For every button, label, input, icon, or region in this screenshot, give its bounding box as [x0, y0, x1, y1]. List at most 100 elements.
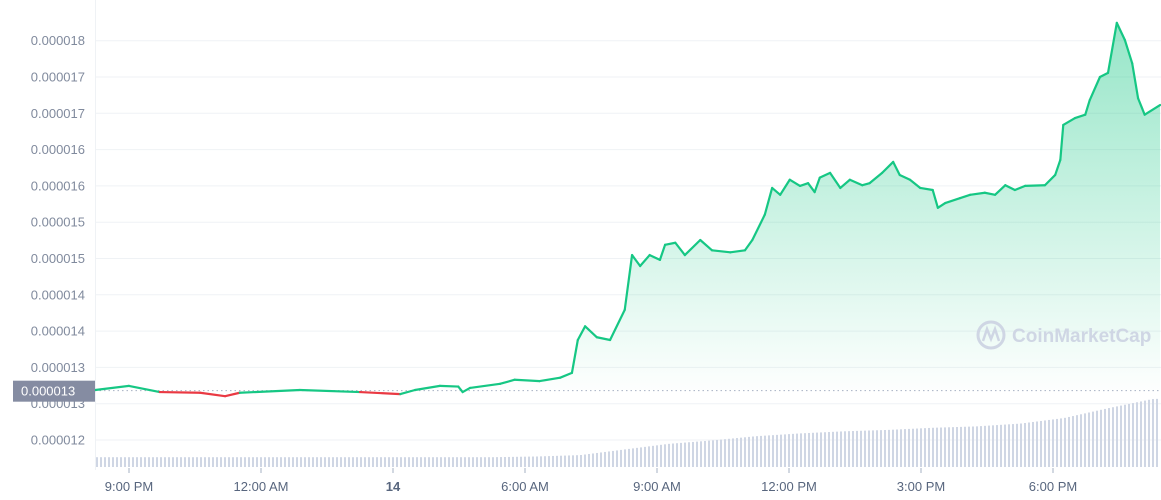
- volume-bar: [508, 456, 510, 467]
- volume-bar: [796, 433, 798, 467]
- volume-bar: [560, 455, 562, 467]
- x-tick-label: 6:00 AM: [501, 479, 549, 494]
- price-line-segment: [861, 182, 871, 187]
- volume-bar: [912, 428, 914, 467]
- volume-bar: [936, 427, 938, 467]
- volume-bar: [900, 429, 902, 467]
- volume-bar: [608, 451, 610, 467]
- volume-bar: [1132, 403, 1134, 467]
- price-line-segment: [892, 160, 901, 177]
- volume-bar: [188, 457, 190, 467]
- volume-bar: [1044, 420, 1046, 467]
- volume-bar: [436, 457, 438, 467]
- price-line-segment: [298, 388, 362, 394]
- volume-bar: [680, 442, 682, 467]
- volume-bar: [392, 457, 394, 467]
- volume-bar: [256, 457, 258, 467]
- volume-bar: [368, 457, 370, 467]
- price-line-segment: [969, 191, 986, 196]
- volume-bar: [384, 457, 386, 467]
- volume-bar: [520, 456, 522, 467]
- volume-bar: [1128, 403, 1130, 467]
- volume-bar: [1004, 424, 1006, 467]
- price-line-segment: [710, 249, 732, 254]
- price-line-segment: [1123, 38, 1134, 65]
- volume-bar: [1064, 417, 1066, 467]
- volume-bar: [296, 457, 298, 467]
- price-line-segment: [1013, 184, 1027, 192]
- price-line-segment: [919, 186, 934, 192]
- x-tick-label: 14: [386, 479, 401, 494]
- volume-bar: [444, 457, 446, 467]
- price-line-segment: [438, 384, 460, 388]
- volume-bar: [752, 436, 754, 467]
- watermark-text: CoinMarketCap: [1012, 326, 1151, 347]
- volume-bar: [904, 429, 906, 467]
- volume-bar: [736, 438, 738, 467]
- price-line-segment: [413, 384, 442, 392]
- volume-bar: [124, 457, 126, 467]
- volume-bar: [728, 438, 730, 467]
- volume-bar: [328, 457, 330, 467]
- volume-bar: [896, 429, 898, 467]
- price-line-segment: [358, 390, 402, 396]
- price-line-segment: [1024, 184, 1047, 187]
- volume-bar: [892, 429, 894, 467]
- volume-bar: [360, 457, 362, 467]
- price-line-segment: [623, 253, 634, 311]
- volume-bar: [836, 431, 838, 467]
- volume-bar: [712, 440, 714, 467]
- volume-bar: [212, 457, 214, 467]
- volume-bar: [920, 428, 922, 467]
- volume-bar: [612, 450, 614, 467]
- volume-bar: [976, 426, 978, 467]
- volume-bar: [120, 457, 122, 467]
- volume-bar: [504, 456, 506, 467]
- volume-bar: [596, 452, 598, 467]
- volume-bar: [532, 456, 534, 467]
- volume-bar: [868, 430, 870, 467]
- volume-bar: [104, 457, 106, 467]
- volume-bar: [1116, 406, 1118, 467]
- volume-bar: [1152, 399, 1154, 467]
- volume-bar: [1016, 423, 1018, 467]
- volume-bar: [768, 435, 770, 467]
- volume-bar: [788, 434, 790, 467]
- volume-bar: [448, 457, 450, 467]
- volume-bar: [492, 457, 494, 467]
- volume-bar: [480, 457, 482, 467]
- volume-bar: [236, 457, 238, 467]
- volume-bar: [592, 453, 594, 467]
- volume-bar: [148, 457, 150, 467]
- volume-bar: [980, 426, 982, 467]
- volume-bar: [1012, 424, 1014, 467]
- volume-bar: [132, 457, 134, 467]
- volume-bar: [488, 457, 490, 467]
- volume-bar: [564, 455, 566, 467]
- volume-bar: [1036, 421, 1038, 467]
- volume-bar: [468, 457, 470, 467]
- volume-bar: [1020, 423, 1022, 467]
- volume-bar: [512, 456, 514, 467]
- volume-bar: [668, 443, 670, 467]
- volume-bar: [964, 426, 966, 467]
- volume-bar: [476, 457, 478, 467]
- y-tick-label: 0.000017: [31, 70, 85, 85]
- volume-bar: [692, 441, 694, 467]
- volume-bar: [764, 435, 766, 467]
- volume-bar: [948, 427, 950, 467]
- volume-bar: [884, 430, 886, 467]
- price-line-segment: [570, 338, 579, 374]
- price-line-segment: [868, 171, 884, 185]
- price-line-segment: [936, 201, 947, 209]
- volume-bar: [1140, 401, 1142, 467]
- price-line-segment: [848, 178, 864, 187]
- coinmarketcap-logo-icon: [976, 320, 1006, 350]
- volume-bar: [424, 457, 426, 467]
- volume-bar: [160, 457, 162, 467]
- price-line-segment: [828, 171, 842, 190]
- price-line-segment: [931, 188, 939, 209]
- volume-bar: [780, 434, 782, 467]
- price-line-segment: [538, 376, 562, 383]
- price-line-segment: [461, 386, 472, 394]
